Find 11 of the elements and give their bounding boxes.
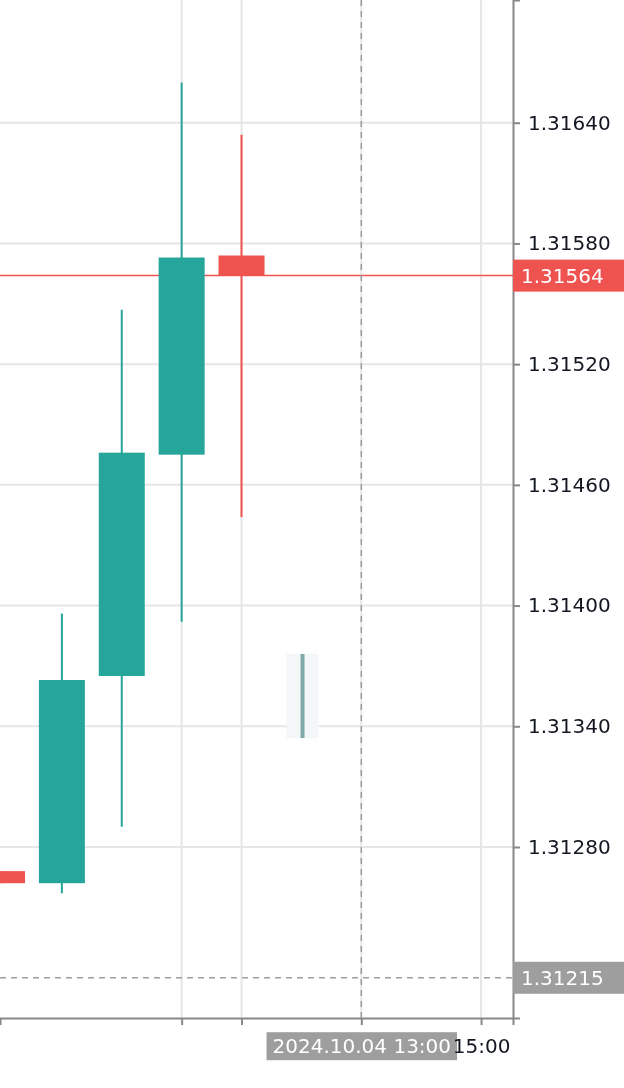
y-tick-label: 1.31520 bbox=[528, 352, 611, 377]
x-tick-label: 2024.10.04 13:00 bbox=[272, 1034, 452, 1059]
y-tick-label: 1.31460 bbox=[528, 472, 611, 497]
y-tick-label: 1.31280 bbox=[528, 834, 611, 859]
y-tick-label: 1.31400 bbox=[528, 593, 611, 618]
y-tick-label: 1.31640 bbox=[528, 110, 611, 135]
ref-line-label: 1.31564 bbox=[521, 263, 604, 288]
ref-line-label: 1.31215 bbox=[521, 965, 604, 990]
y-tick-label: 1.31340 bbox=[528, 714, 611, 739]
y-tick-label: 1.31580 bbox=[528, 231, 611, 256]
x-tick-label: 15:00 bbox=[452, 1034, 511, 1059]
